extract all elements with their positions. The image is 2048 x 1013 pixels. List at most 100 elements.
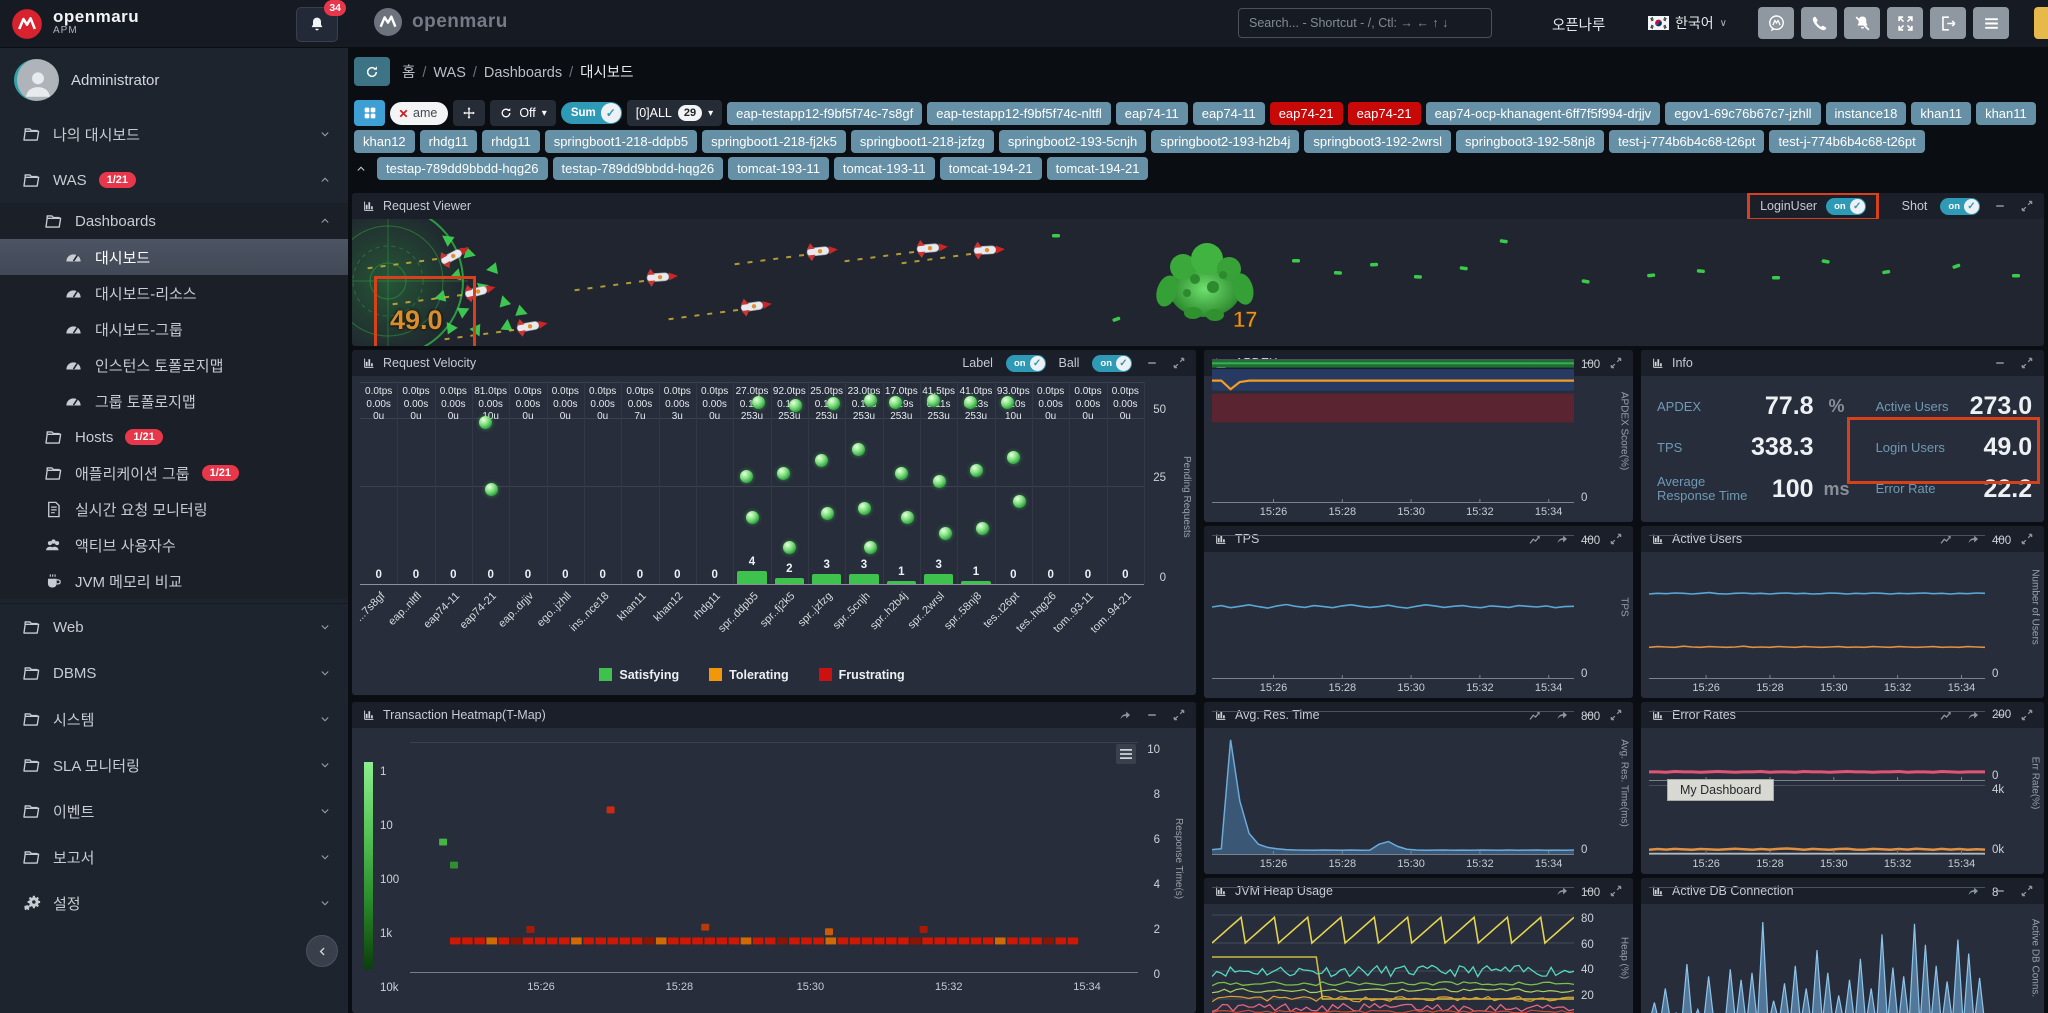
- minimize-icon[interactable]: [1993, 532, 2007, 546]
- instance-chip[interactable]: springboot3-192-2wrsl: [1304, 130, 1452, 153]
- line-chart-icon[interactable]: [1528, 532, 1542, 546]
- notifications-button[interactable]: 34: [296, 0, 346, 42]
- share-icon[interactable]: [1555, 708, 1569, 722]
- expand-icon[interactable]: [1609, 708, 1623, 722]
- minimize-icon[interactable]: [1993, 199, 2007, 213]
- name-filter-chip[interactable]: ame: [390, 101, 449, 125]
- ball-toggle[interactable]: on ✓: [1092, 354, 1132, 372]
- instance-chip[interactable]: instance18: [1825, 101, 1907, 125]
- expand-icon[interactable]: [1609, 356, 1623, 370]
- instance-chip[interactable]: eap74-11: [1192, 101, 1265, 125]
- minimize-icon[interactable]: [1582, 532, 1596, 546]
- bell-muted-button[interactable]: [1844, 7, 1880, 39]
- breadcrumb-item[interactable]: WAS: [433, 65, 466, 81]
- instance-chip[interactable]: khan11: [1976, 101, 2036, 125]
- instance-chip[interactable]: springboot1-218-fj2k5: [702, 130, 846, 153]
- minimize-icon[interactable]: [1993, 884, 2007, 898]
- expand-icon[interactable]: [1172, 708, 1186, 722]
- share-icon[interactable]: [1555, 532, 1569, 546]
- sidebar-item-system[interactable]: 시스템: [0, 696, 348, 742]
- instance-chip[interactable]: springboot2-193-5cnjh: [998, 130, 1147, 153]
- shot-toggle[interactable]: on ✓: [1940, 197, 1980, 215]
- sidebar-item-dashboard[interactable]: 대시보드: [0, 239, 348, 275]
- sidebar-item-event[interactable]: 이벤트: [0, 788, 348, 834]
- collapse-filters-icon[interactable]: [354, 162, 368, 176]
- share-icon[interactable]: [1966, 532, 1980, 546]
- instance-chip[interactable]: eap74-ocp-khanagent-6ff7f5f994-drjjv: [1425, 101, 1661, 125]
- label-toggle[interactable]: on ✓: [1005, 354, 1046, 372]
- login-user-toggle[interactable]: on ✓: [1826, 197, 1866, 215]
- expand-icon[interactable]: [1609, 884, 1623, 898]
- instance-chip[interactable]: eap-testapp12-f9bf5f74c-7s8gf: [727, 101, 923, 125]
- sidebar-item-dbms[interactable]: DBMS: [0, 650, 348, 696]
- breadcrumb-item[interactable]: 대시보드: [580, 65, 634, 81]
- sidebar-item-instance-topology[interactable]: 인스턴스 토폴로지맵: [0, 347, 348, 383]
- sidebar-item-my-dashboard[interactable]: 나의 대시보드: [0, 111, 348, 157]
- instance-chip[interactable]: rhdg11: [482, 130, 540, 153]
- language-selector[interactable]: 한국어 ∨: [1648, 13, 1727, 33]
- minimize-icon[interactable]: [1582, 884, 1596, 898]
- line-chart-icon[interactable]: [1528, 708, 1542, 722]
- openmaru-chat-button[interactable]: [1758, 7, 1794, 39]
- instance-chip[interactable]: test-j-774b6b4c68-t26pt: [1769, 130, 1925, 153]
- logout-button[interactable]: [1930, 7, 1966, 39]
- share-icon[interactable]: [1966, 708, 1980, 722]
- sidebar-item-active-user-count[interactable]: 액티브 사용자수: [0, 527, 348, 563]
- grid-view-button[interactable]: [354, 100, 385, 126]
- fullscreen-button[interactable]: [1887, 7, 1923, 39]
- sidebar-item-group-topology[interactable]: 그룹 토폴로지맵: [0, 383, 348, 419]
- sidebar-item-dashboard-resource[interactable]: 대시보드-리소스: [0, 275, 348, 311]
- sidebar-item-settings[interactable]: 설정: [0, 880, 348, 926]
- instance-chip[interactable]: tomcat-193-11: [728, 157, 829, 180]
- expand-icon[interactable]: [2020, 708, 2034, 722]
- instance-chip[interactable]: springboot2-193-h2b4j: [1151, 130, 1300, 153]
- instance-chip[interactable]: rhdg11: [419, 130, 478, 153]
- instance-chip[interactable]: eap74-21: [1269, 101, 1343, 125]
- instance-chip[interactable]: egov1-69c76b67c7-jzhll: [1665, 101, 1821, 125]
- minimize-icon[interactable]: [1582, 356, 1596, 370]
- search-input[interactable]: [1238, 8, 1492, 38]
- instance-chip[interactable]: khan11: [1911, 101, 1972, 125]
- minimize-icon[interactable]: [1582, 708, 1596, 722]
- sidebar-item-dashboard-group[interactable]: 대시보드-그룹: [0, 311, 348, 347]
- profile[interactable]: Administrator: [0, 47, 348, 111]
- instance-chip[interactable]: springboot1-218-jzfzg: [850, 130, 994, 153]
- expand-icon[interactable]: [2020, 532, 2034, 546]
- instance-chip[interactable]: springboot1-218-ddpb5: [544, 130, 698, 153]
- expand-icon[interactable]: [1609, 532, 1623, 546]
- auto-refresh-dropdown[interactable]: Off ▾: [490, 100, 556, 126]
- all-instances-dropdown[interactable]: [0]ALL 29 ▾: [626, 100, 723, 126]
- expand-icon[interactable]: [1172, 356, 1186, 370]
- sidebar-item-dashboards[interactable]: Dashboards: [0, 203, 348, 239]
- line-chart-icon[interactable]: [1939, 532, 1953, 546]
- move-button[interactable]: [453, 100, 486, 126]
- sidebar-item-report[interactable]: 보고서: [0, 834, 348, 880]
- minimize-icon[interactable]: [1145, 708, 1159, 722]
- close-icon[interactable]: [397, 107, 410, 120]
- sidebar-item-sla[interactable]: SLA 모니터링: [0, 742, 348, 788]
- minimize-icon[interactable]: [1145, 356, 1159, 370]
- sidebar-item-was[interactable]: WAS 1/21: [0, 157, 348, 203]
- share-icon[interactable]: [1118, 708, 1132, 722]
- instance-chip[interactable]: eap-testapp12-f9bf5f74c-nltfl: [927, 101, 1111, 125]
- breadcrumb-item[interactable]: Dashboards: [483, 65, 563, 81]
- instance-chip[interactable]: tomcat-193-11: [833, 157, 935, 180]
- sidebar-item-app-group[interactable]: 애플리케이션 그룹 1/21: [0, 455, 348, 491]
- instance-chip[interactable]: testap-789dd9bbdd-hqg26: [377, 157, 548, 180]
- instance-chip[interactable]: test-j-774b6b4c68-t26pt: [1609, 130, 1765, 153]
- instance-chip[interactable]: eap74-11: [1115, 101, 1188, 125]
- minimize-icon[interactable]: [1993, 708, 2007, 722]
- instance-chip[interactable]: springboot3-192-58nj8: [1456, 130, 1605, 153]
- expand-icon[interactable]: [2020, 356, 2034, 370]
- sidebar-item-hosts[interactable]: Hosts 1/21: [0, 419, 348, 455]
- settings-edge-button[interactable]: [2034, 7, 2048, 39]
- expand-icon[interactable]: [2020, 199, 2034, 213]
- instance-chip[interactable]: testap-789dd9bbdd-hqg26: [552, 157, 724, 180]
- phone-button[interactable]: [1801, 7, 1837, 39]
- sidebar-item-realtime-request[interactable]: 실시간 요청 모니터링: [0, 491, 348, 527]
- hamburger-menu-button[interactable]: [1973, 7, 2009, 39]
- instance-chip[interactable]: tomcat-194-21: [1046, 157, 1149, 180]
- sidebar-item-jvm-memory[interactable]: JVM 메모리 비교: [0, 563, 348, 599]
- share-icon[interactable]: [1555, 884, 1569, 898]
- chart-menu-icon[interactable]: [1116, 744, 1136, 764]
